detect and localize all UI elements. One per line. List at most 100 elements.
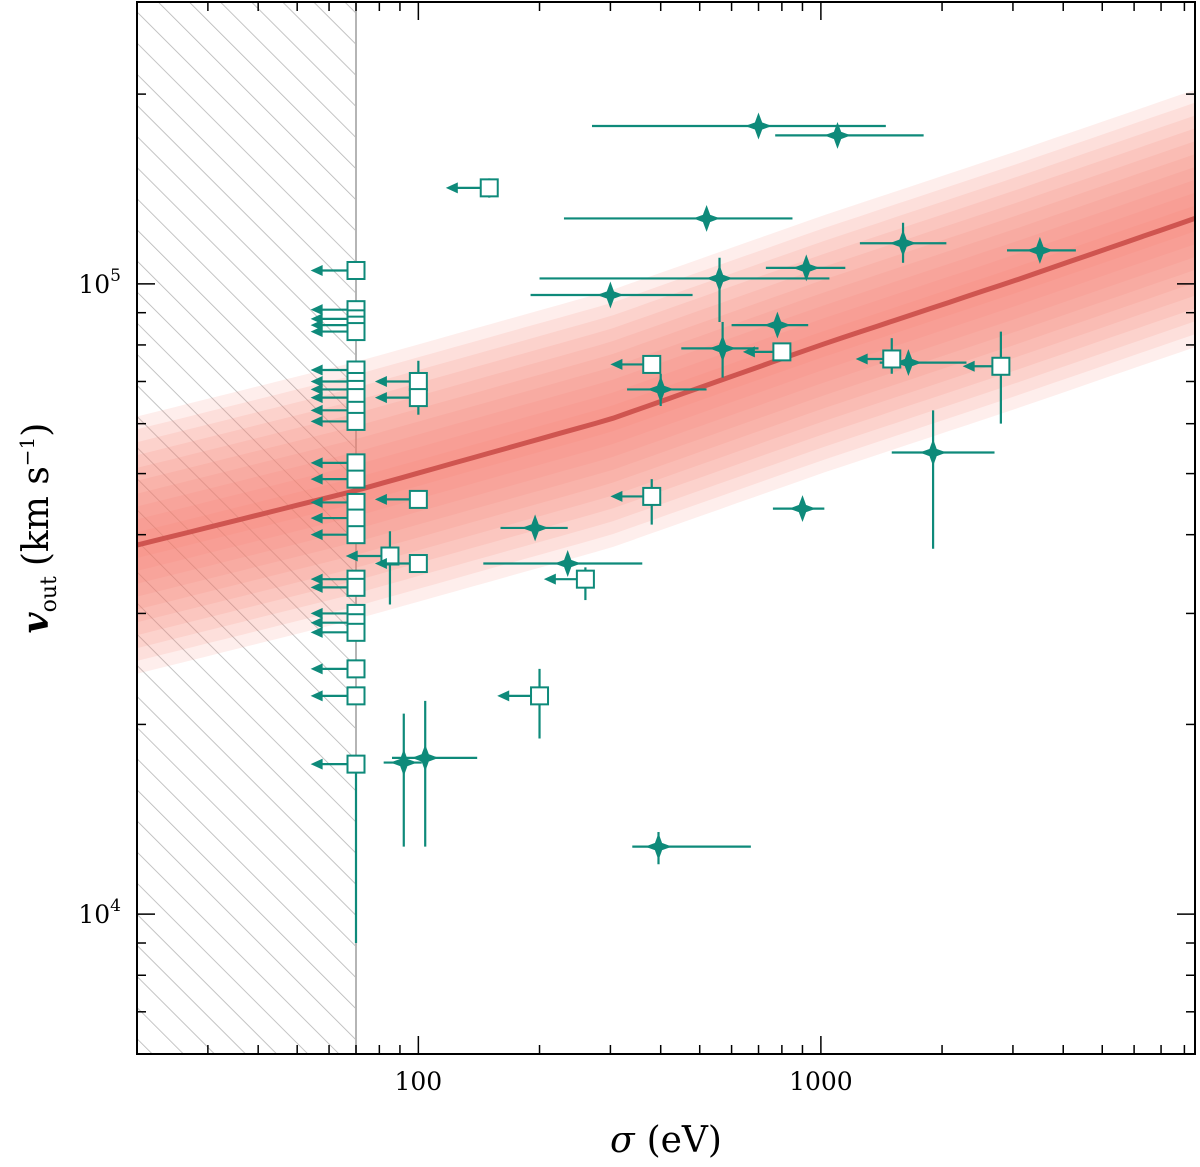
fit-band-layer bbox=[137, 89, 1195, 674]
fit-band-layer bbox=[137, 167, 1195, 597]
upper-limit-point bbox=[610, 354, 662, 374]
star-marker bbox=[792, 254, 820, 282]
x-tick-label: 1000 bbox=[789, 1067, 853, 1096]
upper-limit-arrowhead bbox=[310, 404, 323, 416]
y-axis-title: vout(km s−1) bbox=[15, 423, 62, 634]
square-marker bbox=[346, 525, 366, 545]
star-marker bbox=[919, 439, 947, 466]
star-marker bbox=[521, 514, 549, 542]
upper-limit-arrowhead bbox=[374, 493, 387, 505]
upper-limit-point bbox=[445, 178, 499, 198]
detection-point bbox=[627, 373, 707, 407]
upper-limit-point bbox=[310, 659, 366, 679]
star-marker bbox=[645, 833, 672, 861]
upper-limit-arrowhead bbox=[310, 607, 323, 619]
square-marker bbox=[882, 349, 902, 369]
star-marker bbox=[706, 264, 733, 292]
upper-limit-arrowhead bbox=[310, 326, 323, 338]
fit-band-layer bbox=[137, 115, 1195, 649]
fit-band-layer bbox=[137, 128, 1195, 636]
detection-point bbox=[632, 832, 751, 865]
star-marker bbox=[763, 311, 791, 339]
star-marker bbox=[1026, 236, 1054, 264]
square-marker bbox=[642, 486, 662, 506]
star-marker bbox=[709, 334, 737, 362]
square-marker bbox=[991, 356, 1011, 376]
fit-line bbox=[137, 216, 1195, 548]
detection-point bbox=[539, 257, 830, 322]
upper-limit-point bbox=[374, 489, 428, 509]
upper-limit-arrowhead bbox=[310, 457, 323, 469]
upper-limit-arrowhead bbox=[310, 383, 323, 395]
square-marker bbox=[346, 322, 366, 342]
upper-limit-arrowhead bbox=[310, 626, 323, 638]
square-marker bbox=[346, 453, 366, 473]
square-marker bbox=[346, 508, 366, 528]
detection-point bbox=[483, 550, 643, 577]
detection-point bbox=[1007, 236, 1076, 264]
upper-limit-arrowhead bbox=[310, 473, 323, 485]
upper-limit-arrowhead bbox=[310, 617, 323, 629]
tick-labels: 100 1000 104 105 bbox=[78, 266, 852, 1096]
square-marker bbox=[346, 469, 366, 489]
square-marker bbox=[772, 342, 792, 362]
upper-limit-arrowhead bbox=[742, 346, 755, 358]
upper-limit-point bbox=[310, 525, 366, 545]
fit-band-layer bbox=[137, 154, 1195, 610]
fit-band-layer bbox=[137, 179, 1195, 584]
axis-ticks bbox=[136, 2, 1195, 1055]
upper-limit-arrowhead bbox=[310, 581, 323, 593]
detection-point bbox=[530, 281, 693, 309]
square-marker bbox=[408, 388, 428, 408]
upper-limit-arrowhead bbox=[310, 512, 323, 524]
upper-limit-point bbox=[310, 754, 366, 944]
square-marker bbox=[346, 492, 366, 512]
upper-limit-arrowhead bbox=[310, 364, 323, 376]
upper-limit-arrowhead bbox=[310, 392, 323, 404]
upper-limit-arrowhead bbox=[310, 573, 323, 585]
upper-limit-arrowhead bbox=[310, 415, 323, 427]
square-marker bbox=[346, 754, 366, 774]
data-points bbox=[310, 112, 1076, 944]
star-marker bbox=[647, 375, 675, 403]
star-marker bbox=[745, 112, 772, 140]
detection-point bbox=[391, 700, 478, 847]
star-marker bbox=[789, 495, 816, 523]
upper-limit-arrowhead bbox=[345, 550, 358, 562]
fit-band-layer bbox=[137, 205, 1195, 558]
upper-limit-point bbox=[310, 469, 366, 489]
upper-limit-point bbox=[742, 342, 792, 362]
upper-limit-arrowhead bbox=[310, 663, 323, 675]
upper-limit-point bbox=[543, 567, 595, 601]
detection-point bbox=[563, 204, 793, 232]
square-marker bbox=[346, 659, 366, 679]
star-marker bbox=[554, 550, 582, 577]
upper-limit-point bbox=[310, 577, 366, 597]
upper-limit-arrowhead bbox=[445, 182, 458, 194]
detection-point bbox=[891, 410, 995, 549]
detection-point bbox=[859, 222, 947, 263]
square-marker bbox=[346, 622, 366, 642]
upper-limit-arrowhead bbox=[374, 392, 387, 404]
square-marker bbox=[408, 371, 428, 391]
y-tick-label: 105 bbox=[78, 266, 121, 299]
upper-limit-point bbox=[310, 622, 366, 642]
square-marker bbox=[530, 686, 550, 706]
square-marker bbox=[346, 686, 366, 706]
square-marker bbox=[346, 577, 366, 597]
square-marker bbox=[346, 260, 366, 280]
plot-frame bbox=[136, 1, 1196, 1055]
upper-limit-point bbox=[374, 388, 428, 408]
y-tick-label: 104 bbox=[78, 896, 121, 929]
square-marker bbox=[575, 569, 595, 589]
x-axis-title: σ (eV) bbox=[610, 1120, 722, 1161]
square-marker bbox=[479, 178, 499, 198]
star-marker bbox=[889, 229, 917, 257]
star-marker bbox=[824, 121, 851, 149]
detection-point bbox=[681, 321, 759, 378]
upper-limit-arrowhead bbox=[610, 358, 623, 370]
star-marker bbox=[894, 349, 922, 377]
detection-point bbox=[765, 254, 846, 282]
detection-point bbox=[731, 311, 809, 339]
